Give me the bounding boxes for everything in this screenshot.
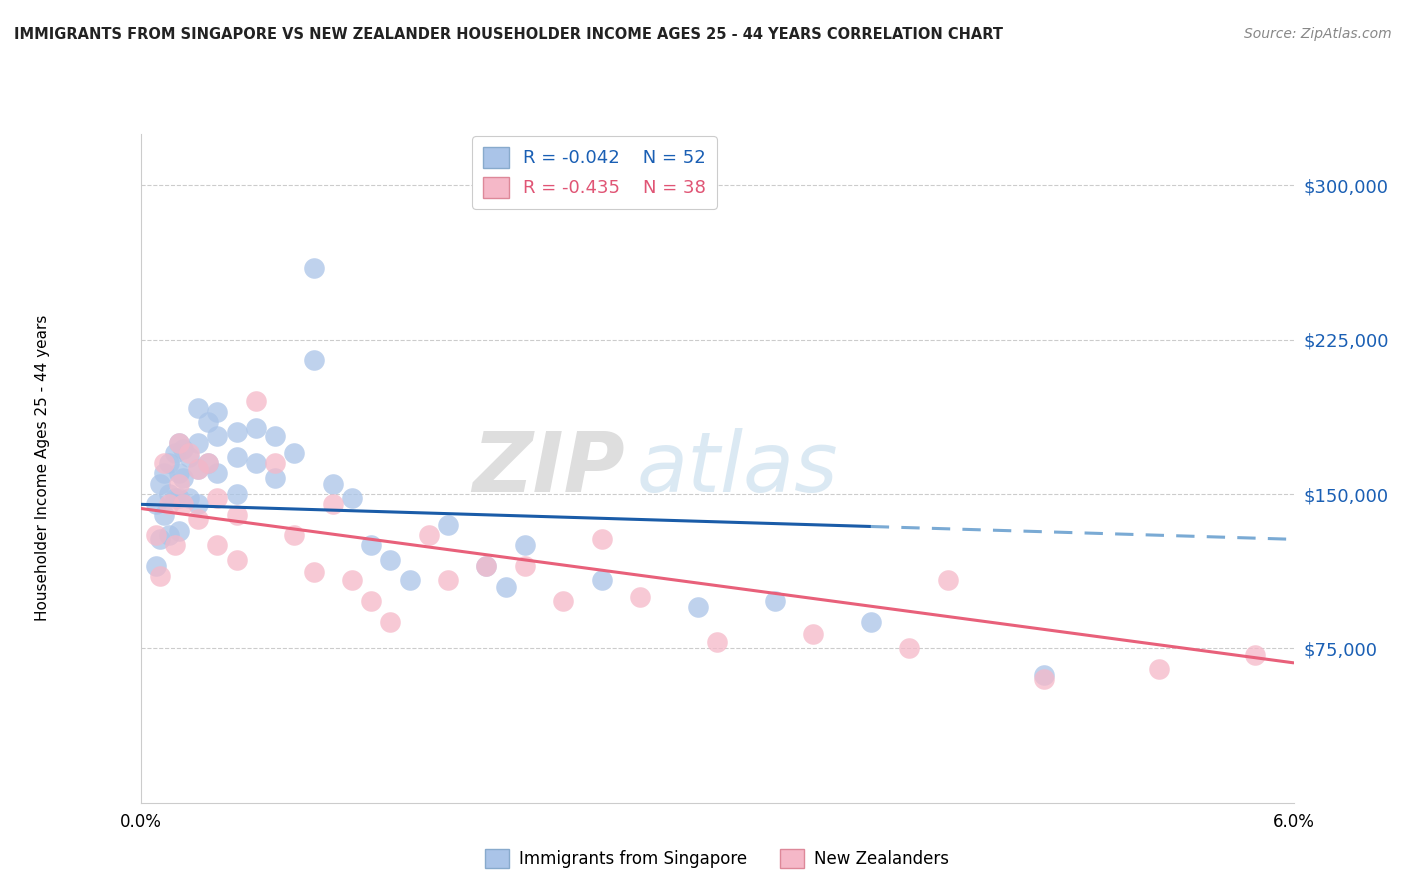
Point: [1032, 668, 1054, 682]
Point: [145, 559, 167, 574]
Point: [225, 508, 247, 522]
Text: Householder Income Ages 25 - 44 years: Householder Income Ages 25 - 44 years: [35, 315, 49, 622]
Point: [159, 528, 180, 542]
Point: [145, 497, 167, 511]
Point: [225, 450, 247, 464]
Point: [302, 566, 325, 580]
Point: [225, 553, 247, 567]
Point: [207, 491, 229, 505]
Point: [159, 456, 180, 470]
Point: [167, 467, 190, 481]
Point: [177, 491, 200, 505]
Point: [1147, 662, 1170, 676]
Point: [360, 539, 382, 553]
Point: [302, 353, 325, 368]
Point: [591, 574, 613, 588]
Point: [152, 456, 174, 470]
Point: [159, 487, 180, 501]
Legend: Immigrants from Singapore, New Zealanders: Immigrants from Singapore, New Zealander…: [479, 842, 955, 875]
Point: [283, 446, 305, 460]
Point: [495, 580, 517, 594]
Point: [165, 539, 187, 553]
Point: [207, 429, 229, 443]
Point: [172, 497, 194, 511]
Point: [165, 491, 187, 505]
Point: [207, 405, 229, 419]
Point: [322, 476, 344, 491]
Point: [207, 467, 229, 481]
Point: [936, 574, 959, 588]
Text: atlas: atlas: [637, 428, 838, 508]
Point: [159, 497, 180, 511]
Point: [264, 470, 287, 484]
Point: [187, 401, 209, 415]
Point: [172, 442, 194, 456]
Point: [165, 446, 187, 460]
Point: [437, 517, 460, 532]
Point: [187, 512, 209, 526]
Point: [763, 594, 786, 608]
Point: [167, 435, 190, 450]
Point: [167, 435, 190, 450]
Point: [302, 260, 325, 275]
Point: [398, 574, 420, 588]
Point: [207, 539, 229, 553]
Point: [706, 635, 728, 649]
Point: [264, 456, 287, 470]
Point: [360, 594, 382, 608]
Point: [187, 497, 209, 511]
Point: [418, 528, 440, 542]
Point: [859, 615, 882, 629]
Point: [475, 559, 498, 574]
Point: [380, 553, 402, 567]
Point: [380, 615, 402, 629]
Point: [340, 574, 363, 588]
Point: [177, 446, 200, 460]
Point: [245, 456, 267, 470]
Text: Source: ZipAtlas.com: Source: ZipAtlas.com: [1244, 27, 1392, 41]
Point: [167, 491, 190, 505]
Point: [686, 600, 709, 615]
Point: [197, 415, 219, 429]
Point: [898, 641, 921, 656]
Point: [225, 487, 247, 501]
Point: [437, 574, 460, 588]
Point: [340, 491, 363, 505]
Point: [513, 559, 536, 574]
Point: [145, 528, 167, 542]
Point: [591, 533, 613, 547]
Point: [149, 533, 172, 547]
Point: [187, 462, 209, 476]
Point: [177, 450, 200, 464]
Point: [225, 425, 247, 440]
Point: [187, 462, 209, 476]
Point: [475, 559, 498, 574]
Point: [1032, 673, 1054, 687]
Point: [628, 590, 651, 604]
Point: [513, 539, 536, 553]
Point: [149, 569, 172, 583]
Point: [167, 524, 190, 538]
Point: [149, 476, 172, 491]
Text: IMMIGRANTS FROM SINGAPORE VS NEW ZEALANDER HOUSEHOLDER INCOME AGES 25 - 44 YEARS: IMMIGRANTS FROM SINGAPORE VS NEW ZEALAND…: [14, 27, 1002, 42]
Point: [1244, 648, 1267, 662]
Point: [197, 456, 219, 470]
Text: ZIP: ZIP: [472, 428, 624, 508]
Point: [152, 467, 174, 481]
Point: [283, 528, 305, 542]
Point: [801, 627, 824, 641]
Point: [187, 435, 209, 450]
Point: [322, 497, 344, 511]
Point: [167, 476, 190, 491]
Point: [245, 394, 267, 409]
Point: [152, 508, 174, 522]
Point: [264, 429, 287, 443]
Point: [197, 456, 219, 470]
Point: [172, 470, 194, 484]
Point: [553, 594, 575, 608]
Point: [245, 421, 267, 435]
